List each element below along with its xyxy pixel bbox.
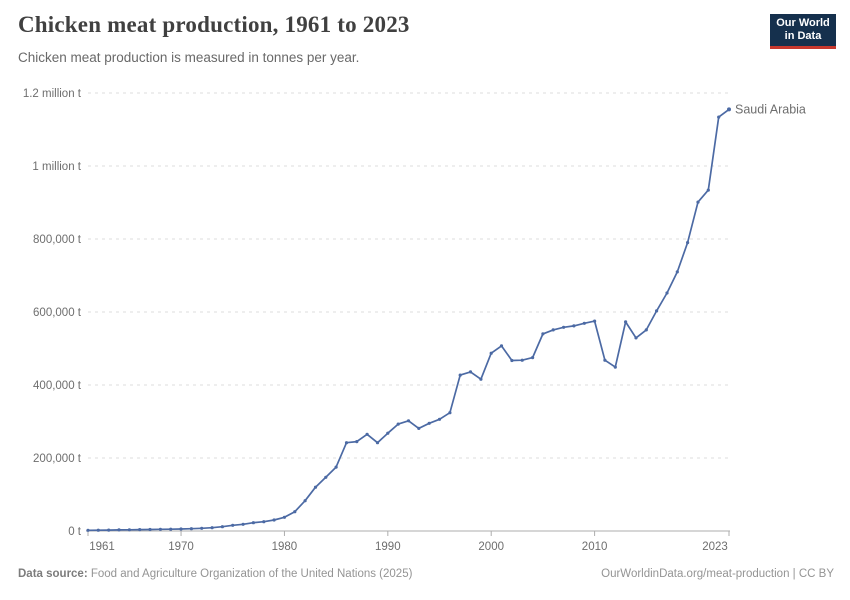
data-point — [489, 351, 493, 355]
data-source: Data source: Food and Agriculture Organi… — [18, 568, 412, 580]
line-saudi-arabia[interactable] — [87, 108, 730, 532]
data-point — [541, 332, 545, 336]
data-point — [251, 521, 255, 525]
data-point — [386, 431, 390, 435]
data-point — [158, 527, 162, 531]
y-axis-tick-label: 0 t — [68, 526, 82, 538]
data-point — [241, 522, 245, 526]
x-axis-tick-label: 1980 — [272, 541, 298, 553]
data-point — [551, 328, 555, 332]
data-point — [427, 421, 431, 425]
data-point — [727, 107, 731, 112]
data-point — [458, 373, 462, 377]
data-point — [634, 336, 638, 340]
y-axis-tick-label: 800,000 t — [33, 234, 82, 246]
data-point — [272, 518, 276, 522]
y-axis-tick-label: 1.2 million t — [23, 88, 82, 100]
x-axis-tick-label: 2023 — [702, 541, 728, 553]
owid-logo[interactable]: Our World in Data — [770, 14, 836, 49]
y-axis-tick-label: 1 million t — [32, 161, 81, 173]
data-point — [655, 309, 659, 313]
data-point — [127, 528, 131, 532]
data-point — [138, 528, 142, 532]
data-source-text: Food and Agriculture Organization of the… — [87, 568, 413, 580]
data-point — [282, 515, 286, 519]
data-point — [686, 241, 690, 245]
data-point — [86, 528, 90, 532]
data-point — [582, 321, 586, 325]
data-point — [572, 324, 576, 328]
data-point — [479, 377, 483, 381]
data-point — [375, 441, 380, 445]
data-point — [562, 325, 566, 329]
data-point — [520, 358, 524, 362]
data-point — [613, 365, 617, 369]
entity-label-saudi-arabia[interactable]: Saudi Arabia — [735, 102, 806, 116]
data-point — [437, 417, 442, 421]
data-point — [231, 523, 235, 527]
data-point — [717, 115, 721, 119]
x-axis-tick-label: 2010 — [582, 541, 608, 553]
data-point — [468, 370, 473, 374]
x-axis-tick-label: 2000 — [478, 541, 504, 553]
data-point — [417, 426, 421, 430]
data-point — [334, 465, 338, 469]
data-point — [448, 411, 452, 415]
data-point — [210, 526, 214, 530]
data-point — [169, 527, 173, 531]
data-point — [696, 200, 700, 204]
owid-logo-line1: Our World — [776, 17, 830, 29]
data-point — [303, 499, 307, 503]
data-point — [148, 527, 152, 532]
data-point — [313, 485, 318, 489]
data-point — [593, 319, 597, 323]
data-point — [644, 328, 648, 332]
data-point — [499, 344, 504, 348]
data-point — [406, 419, 411, 423]
x-axis-tick-label: 1970 — [168, 541, 194, 553]
data-point — [706, 188, 710, 192]
y-axis-tick-label: 400,000 t — [33, 380, 82, 392]
data-point — [531, 356, 535, 360]
x-axis-tick-label: 1990 — [375, 541, 401, 553]
data-point — [675, 270, 679, 274]
chart-footer: Data source: Food and Agriculture Organi… — [18, 568, 834, 580]
data-point — [189, 527, 193, 531]
data-point — [603, 358, 607, 362]
chart-title: Chicken meat production, 1961 to 2023 — [18, 12, 410, 37]
y-axis-tick-label: 600,000 t — [33, 307, 82, 319]
data-point — [665, 291, 669, 295]
data-source-label: Data source: — [18, 568, 88, 580]
data-point — [107, 528, 111, 532]
owid-logo-line2: in Data — [784, 30, 822, 42]
y-axis-tick-label: 200,000 t — [33, 453, 82, 465]
data-point — [365, 432, 369, 436]
data-point — [355, 440, 359, 444]
data-point — [324, 475, 328, 479]
data-point — [344, 441, 349, 445]
data-point — [96, 528, 100, 532]
data-point — [624, 320, 628, 324]
data-point — [220, 525, 224, 529]
data-point — [262, 520, 266, 524]
data-point — [396, 422, 400, 426]
chart-subtitle: Chicken meat production is measured in t… — [18, 50, 360, 65]
data-point — [510, 358, 514, 363]
x-axis-tick-label: 1961 — [89, 541, 115, 553]
data-point — [179, 527, 183, 531]
data-point — [117, 528, 121, 532]
footer-citation-link[interactable]: OurWorldinData.org/meat-production | CC … — [601, 568, 834, 580]
data-point — [200, 526, 204, 530]
data-point — [293, 510, 297, 514]
